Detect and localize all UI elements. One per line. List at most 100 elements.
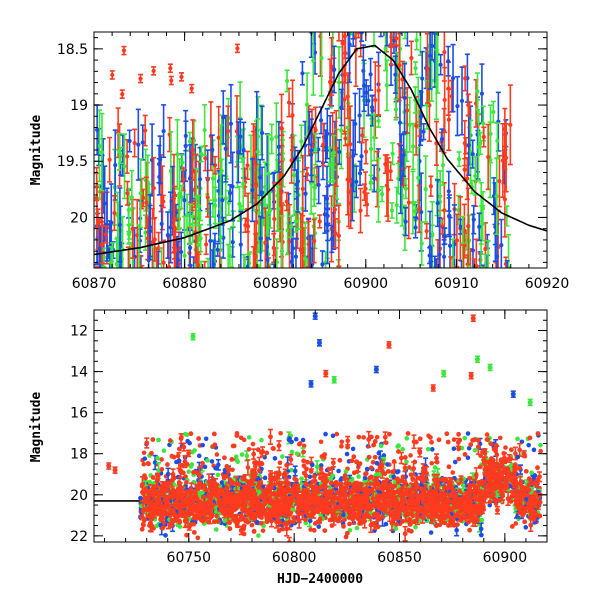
data-point: [385, 462, 390, 467]
data-point: [175, 513, 181, 519]
data-point: [117, 187, 123, 263]
data-point: [527, 435, 533, 441]
data-point: [517, 465, 523, 471]
data-point: [239, 452, 245, 457]
data-point: [163, 533, 168, 538]
data-point: [374, 434, 380, 440]
data-point: [465, 316, 470, 355]
data-point: [415, 511, 420, 517]
data-point: [490, 321, 495, 336]
data-point: [300, 489, 306, 495]
data-point: [422, 483, 428, 489]
data-point: [212, 155, 218, 175]
data-point: [230, 480, 235, 485]
data-point: [345, 444, 350, 450]
data-point: [399, 497, 405, 503]
data-point: [280, 526, 286, 532]
data-point: [281, 489, 286, 495]
data-point: [176, 458, 182, 464]
data-point: [126, 271, 131, 300]
data-point: [96, 289, 101, 325]
x-tick-label: 60900: [344, 276, 389, 292]
data-point: [481, 126, 487, 148]
data-point: [500, 314, 505, 388]
data-point: [307, 518, 313, 524]
data-point: [526, 442, 532, 448]
data-point: [145, 461, 151, 466]
data-point: [251, 529, 257, 534]
data-point: [496, 154, 502, 208]
data-point: [352, 32, 358, 36]
data-point: [439, 490, 445, 496]
data-point: [510, 473, 516, 479]
data-point: [189, 354, 194, 405]
data-point: [112, 353, 117, 370]
data-point: [266, 133, 272, 214]
data-point: [396, 449, 401, 454]
data-point: [370, 459, 376, 465]
data-point: [323, 283, 328, 316]
data-point: [202, 464, 208, 470]
data-point: [526, 482, 532, 487]
data-point: [220, 90, 226, 145]
data-point: [315, 495, 321, 501]
data-point: [164, 462, 170, 467]
data-point: [274, 238, 280, 268]
data-point: [518, 479, 524, 484]
data-point: [99, 112, 105, 192]
data-point: [262, 207, 268, 268]
data-point: [308, 133, 314, 177]
data-point: [279, 93, 285, 163]
data-point: [448, 256, 454, 268]
data-point: [251, 448, 257, 460]
data-point: [144, 316, 149, 334]
data-point: [346, 0, 351, 14]
data-point: [171, 475, 177, 481]
data-point: [491, 297, 496, 320]
data-point: [203, 287, 208, 358]
data-point: [368, 474, 374, 480]
data-point: [280, 454, 285, 459]
data-point: [408, 472, 414, 478]
data-point: [417, 436, 423, 442]
data-point: [160, 525, 165, 531]
data-point: [406, 165, 412, 240]
data-point: [384, 32, 390, 47]
data-point: [301, 443, 307, 449]
data-point: [502, 466, 507, 472]
data-point: [445, 45, 451, 77]
data-point: [420, 488, 426, 493]
data-point: [218, 491, 223, 497]
data-point: [161, 488, 167, 494]
data-point: [330, 499, 336, 504]
data-point: [214, 513, 219, 519]
data-point: [311, 218, 317, 264]
data-point: [167, 438, 173, 443]
data-point: [129, 356, 134, 383]
data-point: [141, 334, 146, 390]
data-point: [521, 492, 527, 498]
data-point: [485, 313, 490, 366]
data-point: [234, 43, 240, 54]
data-point: [484, 432, 490, 437]
data-point: [278, 430, 283, 436]
data-point: [151, 66, 157, 76]
data-point: [325, 185, 331, 265]
data-point: [141, 314, 146, 359]
data-point: [251, 499, 257, 505]
data-point: [323, 431, 328, 437]
data-point: [251, 492, 257, 497]
data-point: [193, 344, 198, 367]
data-point: [329, 224, 335, 254]
data-point: [230, 443, 236, 449]
data-point: [395, 10, 400, 30]
data-point: [202, 104, 208, 157]
data-point: [145, 267, 151, 268]
data-point: [490, 492, 496, 498]
data-point: [109, 70, 115, 80]
data-point: [186, 469, 192, 474]
data-point: [383, 521, 389, 527]
data-point: [130, 334, 135, 372]
data-point: [522, 508, 528, 514]
data-point: [441, 107, 447, 154]
